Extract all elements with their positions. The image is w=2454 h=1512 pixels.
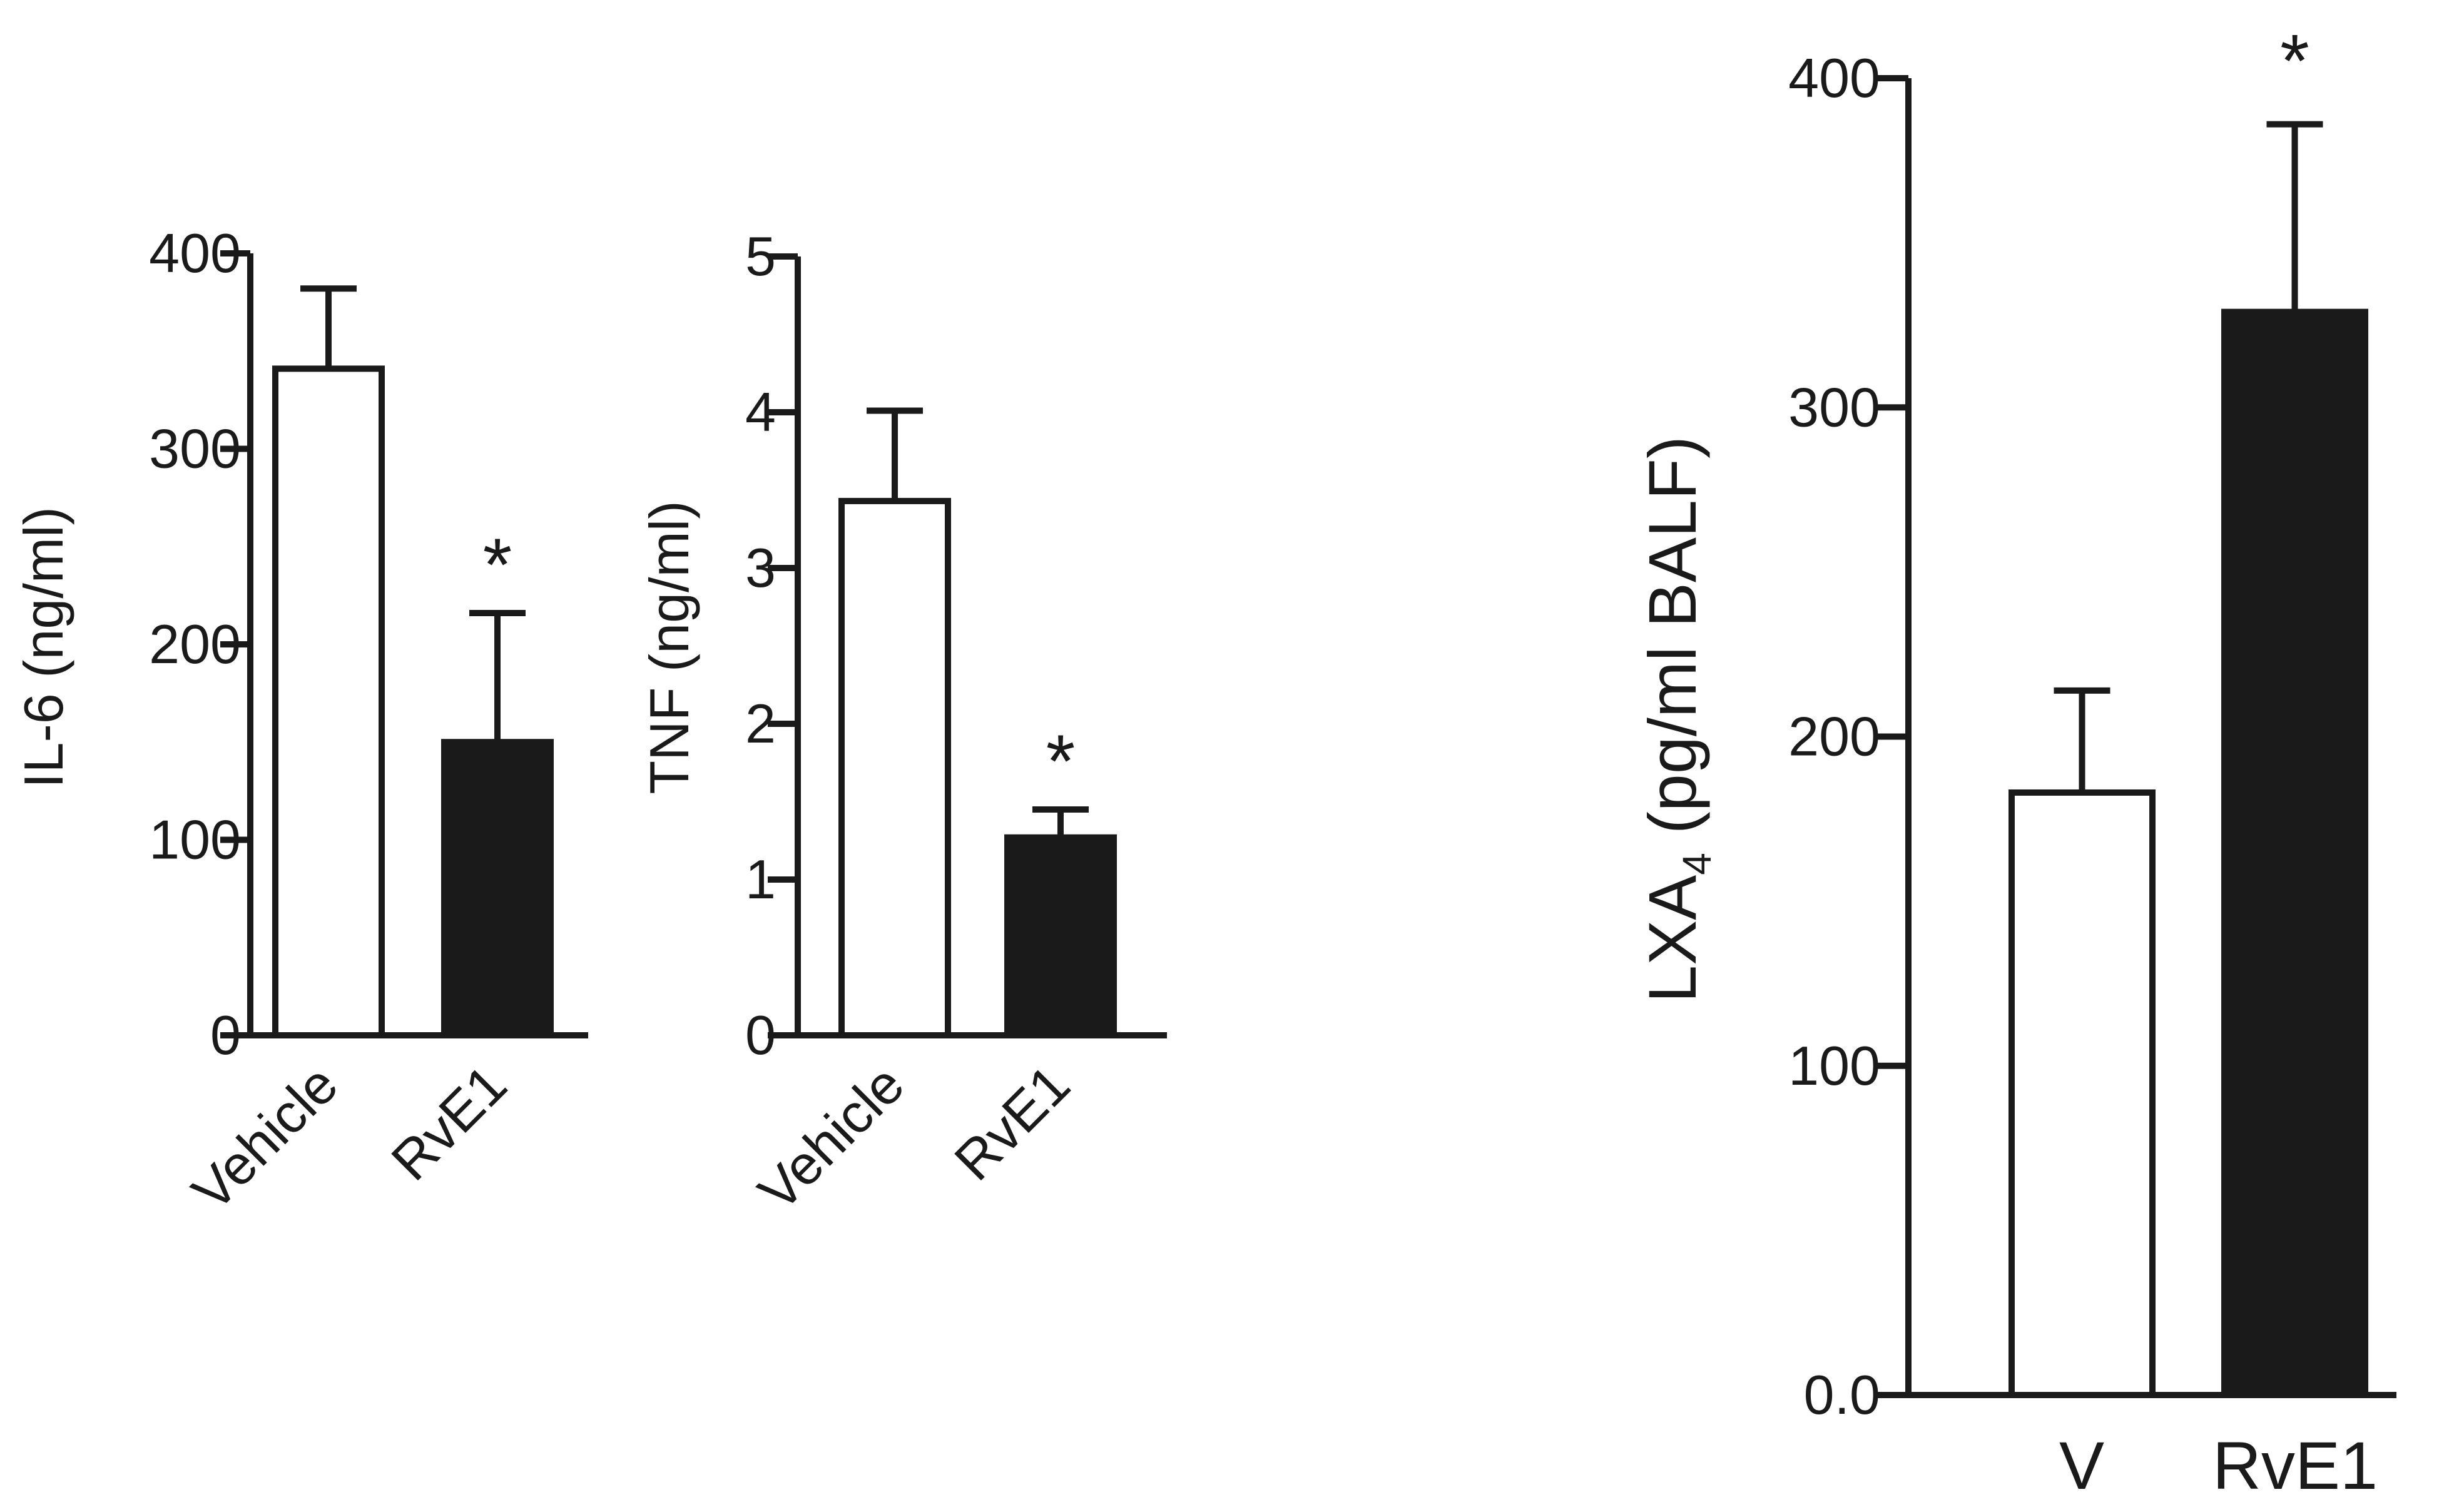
- tnf-y-axis-label: TNF (ng/ml): [638, 500, 700, 794]
- il6-y-axis-label: IL-6 (ng/ml): [13, 507, 74, 788]
- lxa4-y-axis-label-main: LXA: [1634, 875, 1710, 1003]
- lxa4-y-tick-label: 200: [1788, 706, 1880, 768]
- lxa4-bar-v: [2009, 789, 2156, 1398]
- tnf-y-tick-label: 3: [745, 537, 776, 599]
- il6-y-tick-label: 0: [210, 1004, 241, 1066]
- il6-chart: IL-6 (ng/ml) 0 100 200 300 400 Vehicle * RvE1: [13, 222, 588, 1222]
- lxa4-y-axis-label-units: (pg/ml BALF): [1634, 436, 1710, 853]
- lxa4-chart: LXA4 (pg/ml BALF) 0.0 100 200 300 400 V * RvE1: [1634, 19, 2396, 1503]
- tnf-x-tick-label: Vehicle: [746, 1053, 916, 1222]
- lxa4-y-axis-label: LXA4 (pg/ml BALF): [1634, 436, 1719, 1003]
- il6-bar-vehicle: [272, 365, 385, 1038]
- lxa4-x-tick-label: V: [2059, 1428, 2104, 1503]
- lxa4-y-tick-label: 400: [1788, 47, 1880, 109]
- lxa4-y-tick-label: 300: [1788, 376, 1880, 438]
- lxa4-significance-marker: *: [2280, 19, 2309, 103]
- il6-significance-marker: *: [483, 523, 512, 607]
- lxa4-x-tick-label: RvE1: [2212, 1428, 2378, 1503]
- lxa4-y-axis-label-subscript: 4: [1674, 853, 1719, 875]
- il6-y-tick-label: 300: [149, 418, 241, 480]
- tnf-y-tick-label: 0: [745, 1004, 776, 1066]
- tnf-x-tick-label: RvE1: [942, 1053, 1081, 1192]
- tnf-y-tick-label: 2: [745, 693, 776, 754]
- il6-bar-rve1: [441, 739, 554, 1038]
- lxa4-y-tick-label: 100: [1788, 1035, 1880, 1097]
- tnf-significance-marker: *: [1046, 719, 1076, 803]
- tnf-chart: TNF (ng/ml) 0 1 2 3 4 5 Vehicle * RvE1: [638, 225, 1167, 1222]
- lxa4-bar-rve1: [2221, 308, 2368, 1399]
- tnf-y-tick-label: 1: [745, 848, 776, 910]
- il6-x-tick-label: RvE1: [379, 1053, 518, 1192]
- tnf-y-tick-label: 5: [745, 225, 776, 287]
- il6-y-tick-label: 100: [149, 809, 241, 871]
- lxa4-y-tick-label: 0.0: [1804, 1364, 1880, 1426]
- il6-y-tick-label: 200: [149, 613, 241, 675]
- tnf-y-tick-label: 4: [745, 381, 776, 443]
- tnf-bar-vehicle: [838, 497, 951, 1038]
- tnf-bar-rve1: [1004, 834, 1117, 1039]
- il6-y-tick-label: 400: [149, 222, 241, 284]
- il6-x-tick-label: Vehicle: [180, 1053, 350, 1222]
